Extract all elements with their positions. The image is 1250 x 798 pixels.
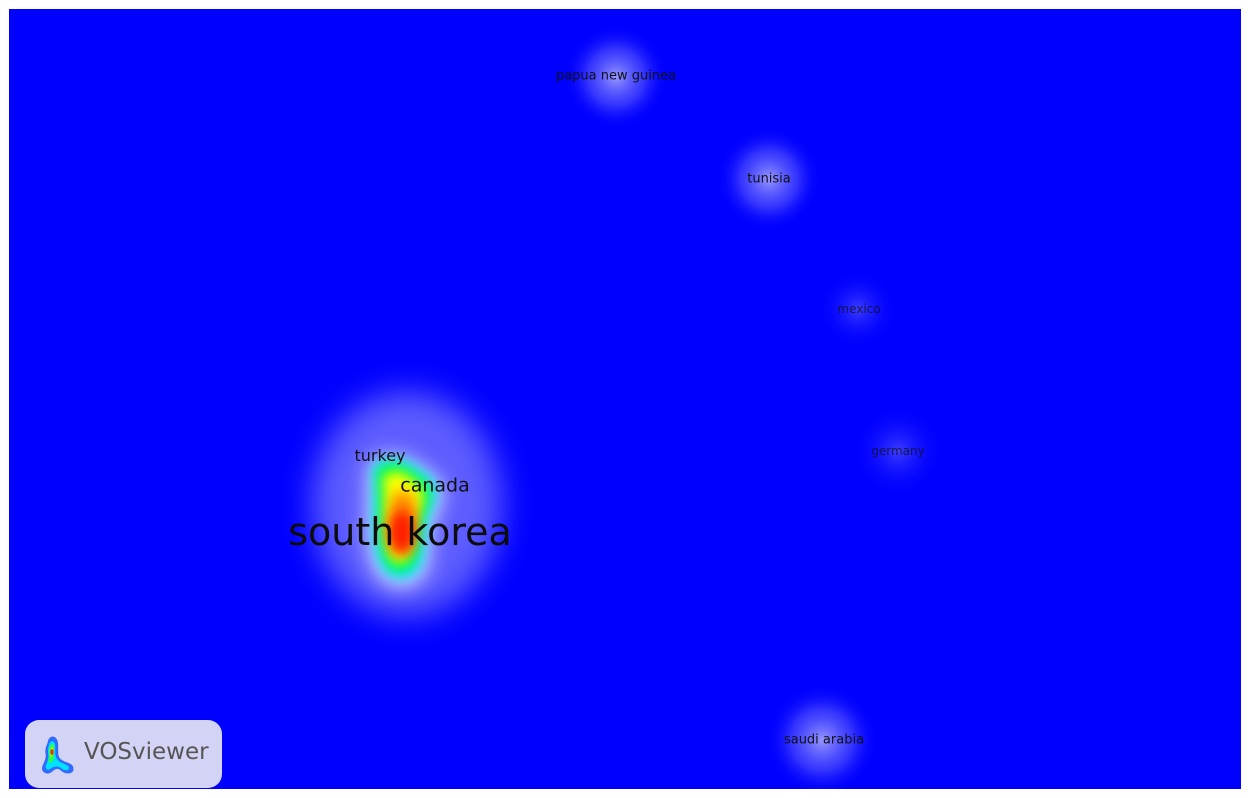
density-blob-saudi xyxy=(766,684,878,789)
density-map[interactable]: papua new guinea tunisia mexico germany … xyxy=(9,9,1241,789)
density-blob-germany xyxy=(852,405,944,497)
density-cluster-main xyxy=(312,392,502,616)
node-label-mexico[interactable]: mexico xyxy=(837,302,881,316)
node-label-germany[interactable]: germany xyxy=(871,444,925,458)
node-label-canada[interactable]: canada xyxy=(400,474,470,497)
node-label-papua-new-guinea[interactable]: papua new guinea xyxy=(555,68,677,84)
node-label-saudi-arabia[interactable]: saudi arabia xyxy=(783,732,865,748)
vosviewer-logo: VOSviewer xyxy=(25,720,222,788)
node-label-turkey[interactable]: turkey xyxy=(354,446,406,465)
density-blob-papua xyxy=(564,25,668,129)
vosviewer-logo-icon xyxy=(42,736,74,774)
vosviewer-logo-text: VOSviewer xyxy=(84,739,209,765)
node-label-tunisia[interactable]: tunisia xyxy=(747,171,791,187)
density-blob-mexico xyxy=(818,269,898,349)
density-blob-tunisia xyxy=(717,127,821,231)
density-heatmap xyxy=(9,9,1241,789)
map-background xyxy=(9,9,1241,789)
node-label-south-korea[interactable]: south korea xyxy=(288,510,512,554)
